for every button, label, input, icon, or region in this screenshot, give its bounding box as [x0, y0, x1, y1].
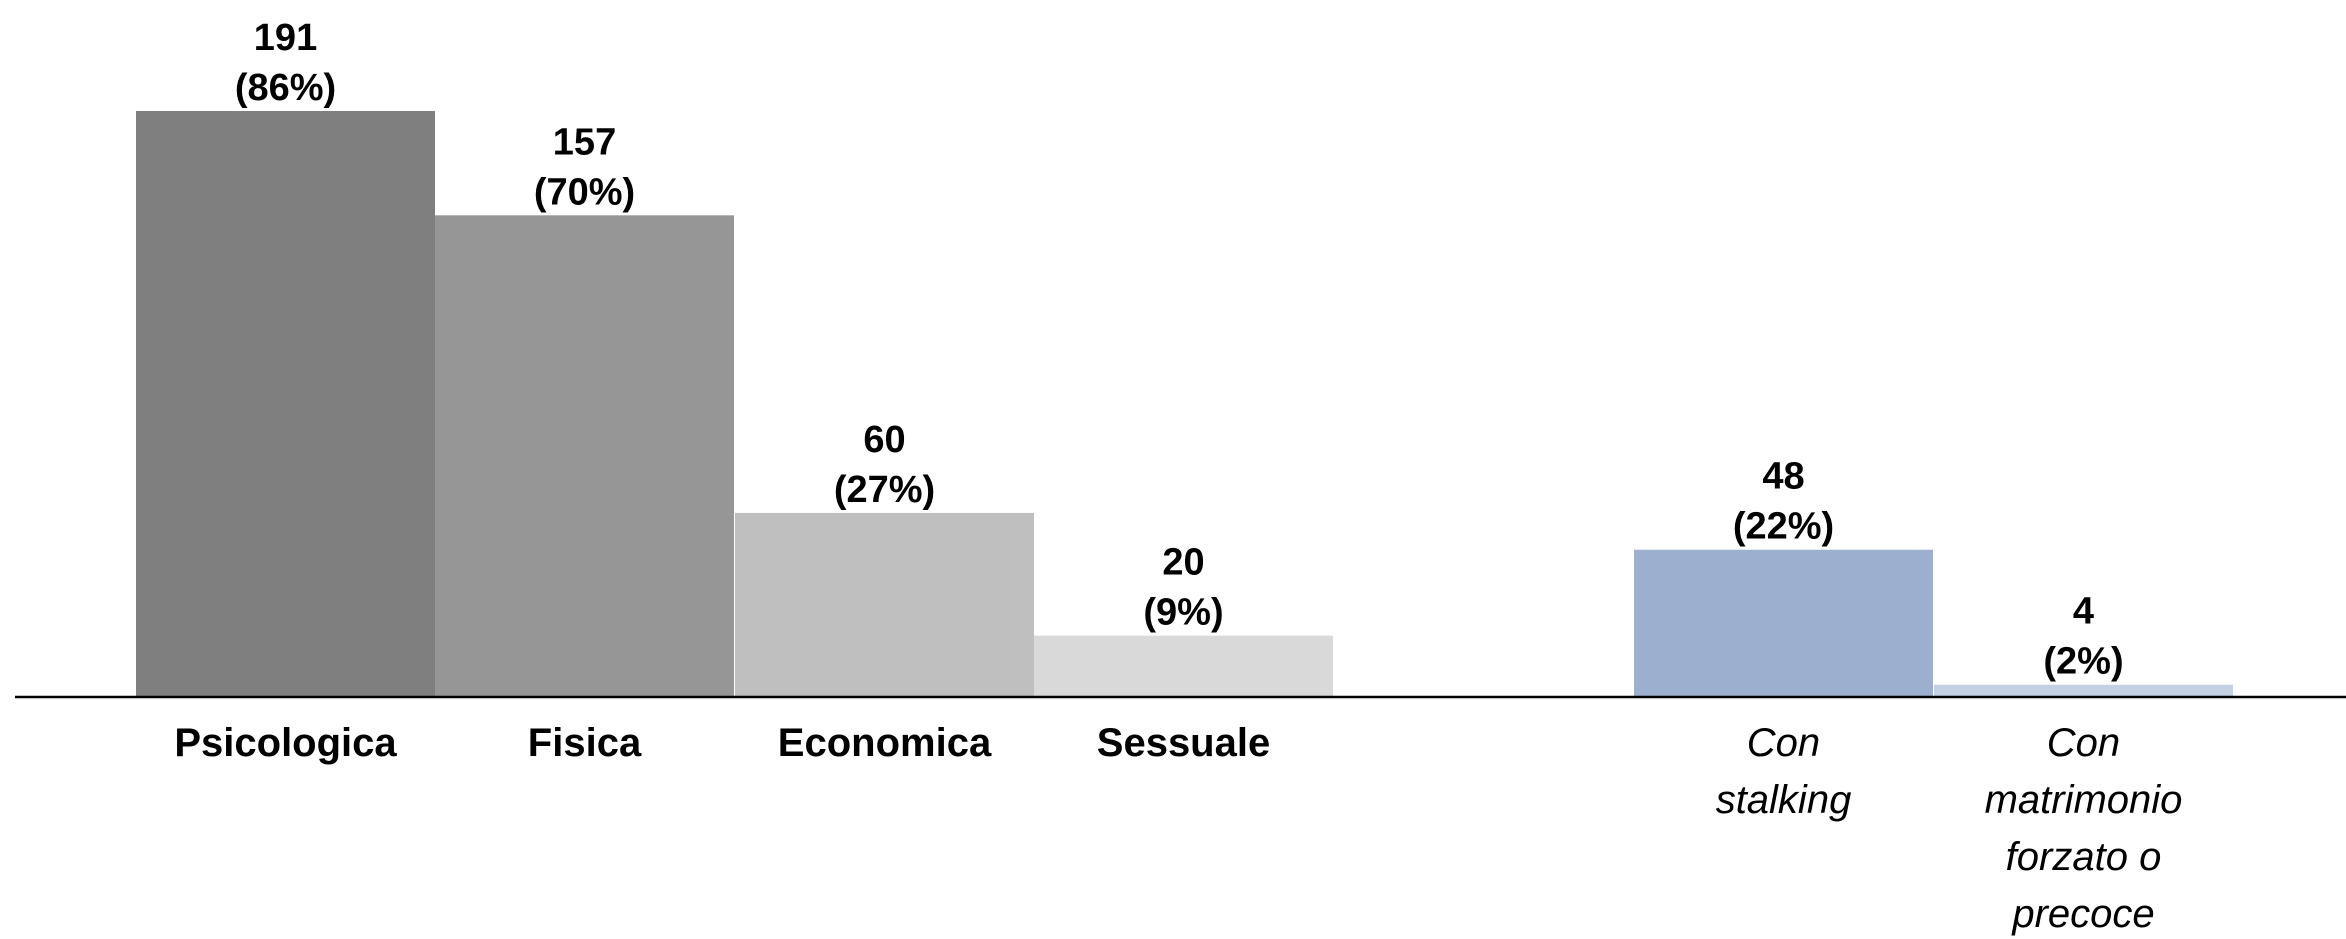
category-label-3: Sessuale — [1097, 721, 1270, 765]
data-label-percent-1: (70%) — [534, 171, 635, 213]
data-label-2: 60 (27%) — [834, 419, 935, 511]
value-labels-group: 191 (86%) 157 (70%) 60 (27%) 20 (9%) 48 (22%) 4 (2%… — [235, 17, 2124, 683]
bars-group — [136, 111, 2233, 697]
data-label-value-1: 157 — [553, 121, 616, 163]
bar-3 — [1034, 635, 1333, 697]
data-label-3: 20 (9%) — [1143, 542, 1223, 634]
category-label-5: Con matrimonio forzato o precoce — [1985, 721, 2183, 936]
data-label-percent-0: (86%) — [235, 67, 336, 109]
bar-0 — [136, 111, 435, 697]
category-label-2: Economica — [778, 721, 992, 765]
data-label-percent-5: (2%) — [2043, 641, 2123, 683]
data-label-value-5: 4 — [2073, 591, 2094, 633]
category-label-4: Con stalking — [1716, 721, 1852, 822]
data-label-4: 48 (22%) — [1733, 456, 1834, 548]
category-labels-group: Psicologica Fisica Economica Sessuale Con sta… — [174, 721, 2182, 936]
bar-5 — [1934, 684, 2233, 697]
category-label-0: Psicologica — [174, 721, 397, 765]
data-label-1: 157 (70%) — [534, 121, 635, 213]
category-label-1: Fisica — [528, 721, 642, 765]
data-label-percent-2: (27%) — [834, 469, 935, 511]
data-label-5: 4 (2%) — [2043, 591, 2123, 683]
bar-4 — [1634, 549, 1933, 697]
data-label-percent-3: (9%) — [1143, 592, 1223, 634]
data-label-value-4: 48 — [1762, 456, 1804, 498]
data-label-value-0: 191 — [254, 17, 317, 59]
data-label-0: 191 (86%) — [235, 17, 336, 109]
bar-2 — [735, 512, 1034, 697]
bar-1 — [435, 215, 734, 697]
data-label-percent-4: (22%) — [1733, 506, 1834, 548]
data-label-value-3: 20 — [1162, 542, 1204, 584]
data-label-value-2: 60 — [863, 419, 905, 461]
